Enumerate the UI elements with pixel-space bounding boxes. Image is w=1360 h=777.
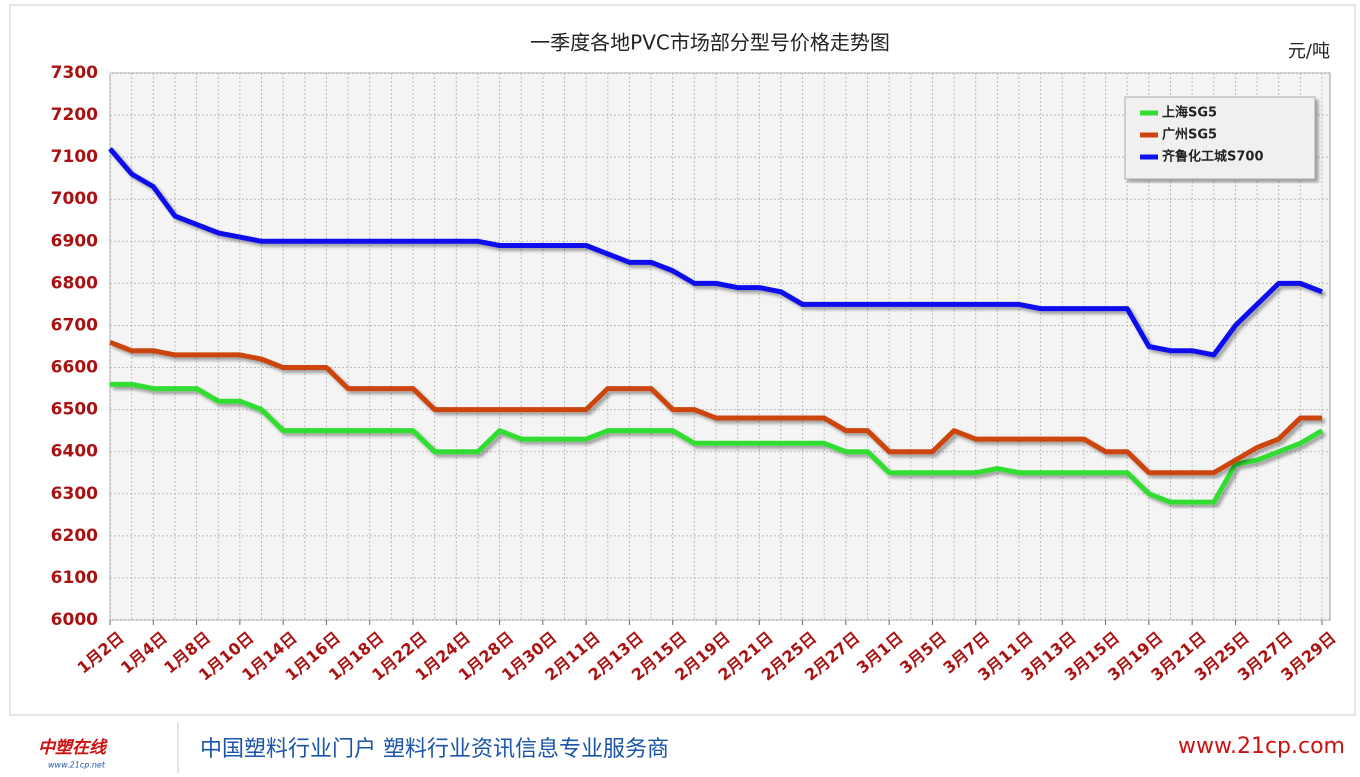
y-tick-label: 6200 [51,526,98,546]
unit-label: 元/吨 [1288,41,1330,62]
y-tick-label: 7100 [51,147,98,167]
legend: 上海SG5 广州SG5 齐鲁化工城S700 [1124,96,1316,180]
logo: 中塑在线 [38,738,108,758]
y-tick-label: 6400 [51,442,98,462]
y-tick-label: 6100 [51,568,98,588]
series-line [108,147,1323,358]
y-tick-label: 6000 [51,610,98,630]
series-line [110,381,1324,505]
y-tick-label: 6600 [51,358,98,378]
chart-title: 一季度各地PVC市场部分型号价格走势图 [530,31,890,55]
legend-label: 上海SG5 [1162,105,1217,121]
y-tick-label: 7000 [51,189,98,209]
y-tick-label: 6700 [51,315,98,335]
y-tick-label: 6900 [51,231,98,251]
y-tick-label: 7300 [51,63,98,83]
site-url: www.21cp.com [1178,734,1345,759]
y-tick-label: 7200 [51,105,98,125]
logo-url: www.21cp.net [48,761,106,770]
legend-label: 齐鲁化工城S700 [1162,149,1264,165]
y-tick-label: 6800 [51,273,98,293]
legend-box [1124,96,1316,180]
y-tick-label: 6500 [51,400,98,420]
y-tick-label: 6300 [51,484,98,504]
slogan: 中国塑料行业门户 塑料行业资讯信息专业服务商 [200,737,669,762]
series-line [109,339,1322,476]
legend-label: 广州SG5 [1162,127,1217,143]
